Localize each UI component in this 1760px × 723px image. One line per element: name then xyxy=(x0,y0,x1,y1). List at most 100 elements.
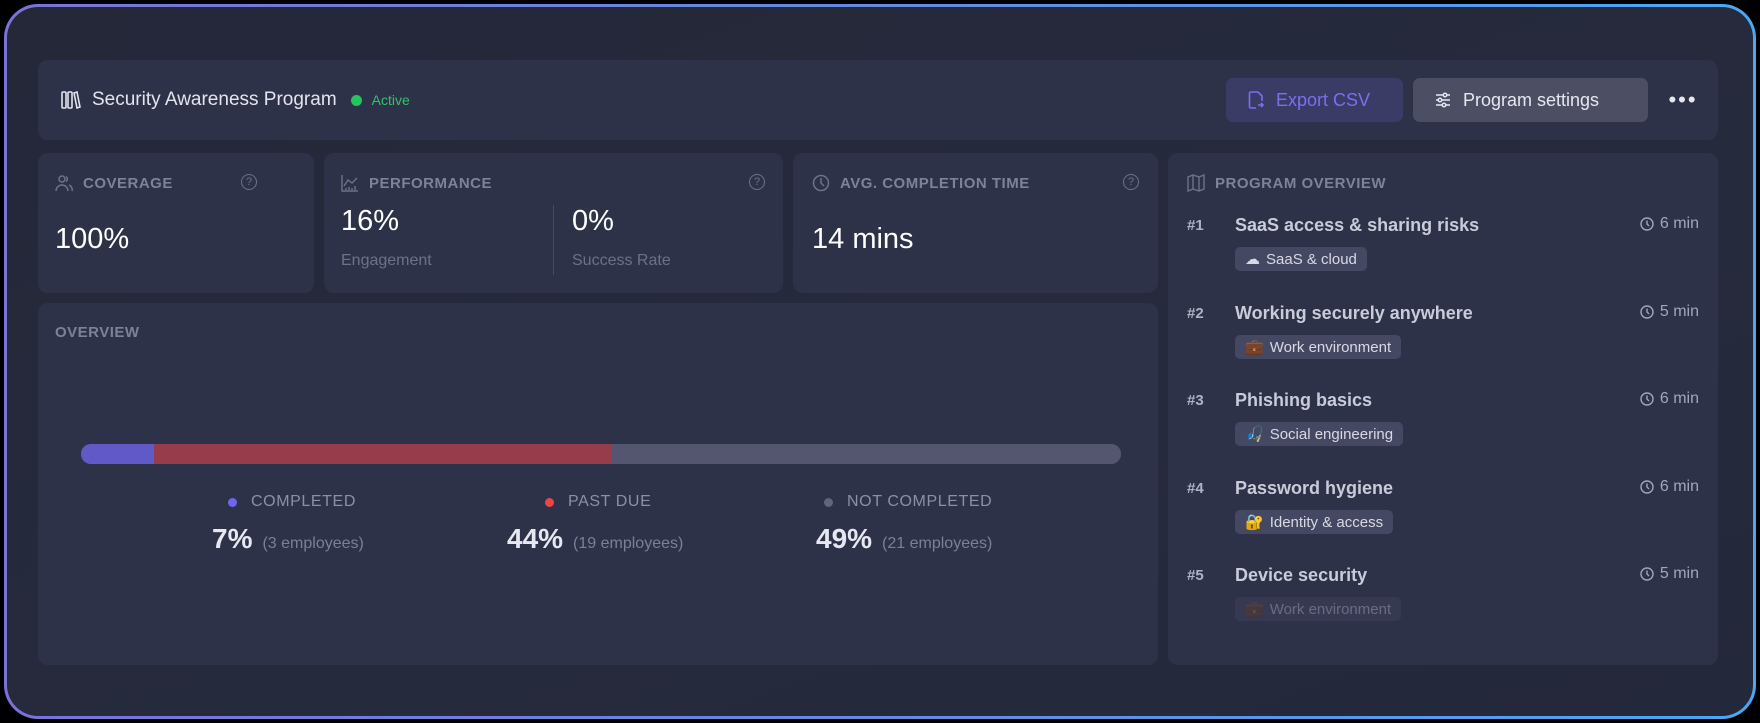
clock-icon xyxy=(1640,567,1654,581)
app-frame: Security Awareness Program Active Export… xyxy=(4,4,1756,719)
briefcase-icon: 💼 xyxy=(1245,339,1264,356)
module-item[interactable]: #4 Password hygiene 6 min 🔐 Identity & a… xyxy=(1187,470,1699,550)
module-number: #1 xyxy=(1187,217,1204,234)
ellipsis-icon: ••• xyxy=(1668,87,1698,112)
category-label: Identity & access xyxy=(1269,513,1384,531)
export-csv-button[interactable]: Export CSV xyxy=(1226,78,1403,122)
program-overview-label: PROGRAM OVERVIEW xyxy=(1215,174,1387,192)
category-tag: 🔐 Identity & access xyxy=(1235,510,1394,534)
success-rate-label: Success Rate xyxy=(572,252,671,269)
program-header: Security Awareness Program Active Export… xyxy=(38,60,1718,140)
export-csv-label: Export CSV xyxy=(1276,89,1371,110)
category-label: Work environment xyxy=(1269,338,1392,356)
file-export-icon xyxy=(1248,91,1264,109)
program-overview-heading: PROGRAM OVERVIEW xyxy=(1187,174,1386,192)
module-number: #5 xyxy=(1187,567,1204,584)
program-title: Security Awareness Program xyxy=(92,89,337,110)
module-item[interactable]: #1 SaaS access & sharing risks 6 min ☁ S… xyxy=(1187,207,1699,287)
completion-time-card: AVG. COMPLETION TIME ? 14 mins xyxy=(793,153,1158,293)
completion-time-heading: AVG. COMPLETION TIME xyxy=(812,174,1030,192)
legend-percent: 44% xyxy=(507,523,564,554)
coverage-card: COVERAGE ? 100% xyxy=(38,153,314,293)
category-label: Work environment xyxy=(1269,600,1392,618)
module-duration: 6 min xyxy=(1640,215,1699,233)
not-completed-dot xyxy=(824,497,833,507)
overview-title: OVERVIEW xyxy=(55,324,140,341)
chart-icon xyxy=(341,174,359,192)
users-icon xyxy=(55,174,73,192)
cloud-icon: ☁ xyxy=(1245,251,1260,268)
module-duration-text: 5 min xyxy=(1659,303,1699,320)
completed-dot xyxy=(228,497,237,507)
more-options-button[interactable]: ••• xyxy=(1648,78,1718,122)
program-settings-label: Program settings xyxy=(1463,89,1600,110)
overview-card: OVERVIEW COMPLETED 7% (3 employees) PAST… xyxy=(38,303,1158,665)
category-tag: 💼 Work environment xyxy=(1235,597,1402,621)
status-dot xyxy=(350,94,362,106)
engagement-value: 16% xyxy=(341,205,400,237)
clock-icon xyxy=(1640,305,1654,319)
performance-label: PERFORMANCE xyxy=(369,174,493,192)
module-duration: 5 min xyxy=(1640,565,1699,583)
legend-not-completed: NOT COMPLETED 49% (21 employees) xyxy=(816,493,992,555)
module-number: #3 xyxy=(1187,392,1204,409)
status-badge: Active xyxy=(371,92,410,108)
completion-time-label: AVG. COMPLETION TIME xyxy=(840,174,1030,192)
clock-icon xyxy=(1640,480,1654,494)
module-item[interactable]: #2 Working securely anywhere 5 min 💼 Wor… xyxy=(1187,295,1699,375)
category-label: Social engineering xyxy=(1269,425,1394,443)
module-title: Password hygiene xyxy=(1235,478,1394,498)
success-rate-value: 0% xyxy=(572,205,614,237)
legend-employees: (19 employees) xyxy=(573,535,684,552)
legend-label: PAST DUE xyxy=(568,493,652,510)
module-item[interactable]: #3 Phishing basics 6 min 🎣 Social engine… xyxy=(1187,382,1699,462)
module-item[interactable]: #5 Device security 5 min 💼 Work environm… xyxy=(1187,557,1699,637)
module-title: Device security xyxy=(1235,565,1368,585)
module-title: Working securely anywhere xyxy=(1235,303,1473,323)
dashboard: Security Awareness Program Active Export… xyxy=(7,7,1753,716)
category-label: SaaS & cloud xyxy=(1266,250,1357,268)
program-overview-card: PROGRAM OVERVIEW #1 SaaS access & sharin… xyxy=(1168,153,1718,665)
category-tag: 💼 Work environment xyxy=(1235,335,1402,359)
module-duration-text: 6 min xyxy=(1659,390,1699,407)
clock-icon xyxy=(1640,217,1654,231)
module-duration: 5 min xyxy=(1640,303,1699,321)
clock-icon xyxy=(812,174,830,192)
completed-segment xyxy=(81,444,154,464)
help-icon[interactable]: ? xyxy=(749,174,765,190)
past-due-dot xyxy=(545,497,554,507)
help-icon[interactable]: ? xyxy=(241,174,257,190)
past-due-segment xyxy=(153,444,612,464)
performance-card: PERFORMANCE ? 16% Engagement 0% Success … xyxy=(324,153,783,293)
completion-progress-bar xyxy=(81,444,1121,464)
clock-icon xyxy=(1640,392,1654,406)
module-title: Phishing basics xyxy=(1235,390,1373,410)
legend-past-due: PAST DUE 44% (19 employees) xyxy=(507,493,683,555)
completion-time-value: 14 mins xyxy=(812,223,914,255)
performance-heading: PERFORMANCE xyxy=(341,174,492,192)
module-duration-text: 6 min xyxy=(1659,478,1699,495)
books-icon xyxy=(60,89,82,111)
legend-employees: (21 employees) xyxy=(882,535,993,552)
module-number: #4 xyxy=(1187,480,1204,497)
legend-label: COMPLETED xyxy=(251,493,356,510)
module-duration-text: 5 min xyxy=(1659,565,1699,582)
not-completed-segment xyxy=(611,444,1121,464)
sliders-icon xyxy=(1435,92,1451,108)
coverage-value: 100% xyxy=(55,223,130,255)
program-settings-button[interactable]: Program settings xyxy=(1413,78,1648,122)
legend-percent: 49% xyxy=(816,523,873,554)
module-duration: 6 min xyxy=(1640,478,1699,496)
coverage-heading: COVERAGE xyxy=(55,174,173,192)
legend-percent: 7% xyxy=(212,523,253,554)
category-tag: ☁ SaaS & cloud xyxy=(1235,247,1367,271)
briefcase-icon: 💼 xyxy=(1245,601,1264,618)
lock-key-icon: 🔐 xyxy=(1245,514,1264,531)
help-icon[interactable]: ? xyxy=(1123,174,1139,190)
legend-label: NOT COMPLETED xyxy=(847,493,993,510)
module-title: SaaS access & sharing risks xyxy=(1235,215,1480,235)
category-tag: 🎣 Social engineering xyxy=(1235,422,1404,446)
legend-employees: (3 employees) xyxy=(262,535,364,552)
module-duration: 6 min xyxy=(1640,390,1699,408)
module-duration-text: 6 min xyxy=(1659,215,1699,232)
